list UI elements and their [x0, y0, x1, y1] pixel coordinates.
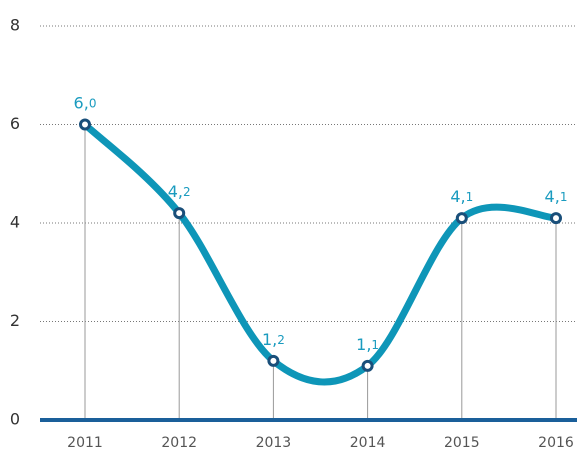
x-tick-label: 2011 — [67, 435, 103, 451]
y-tick-label: 8 — [10, 16, 20, 35]
y-tick-label: 4 — [10, 213, 20, 232]
x-tick-label: 2012 — [161, 435, 197, 451]
data-label: 1,1 — [356, 334, 379, 353]
point — [267, 354, 280, 367]
data-label: 4,2 — [168, 182, 191, 201]
point — [79, 118, 91, 131]
point — [550, 212, 562, 225]
data-label: 4,1 — [450, 187, 473, 206]
data-label: 1,2 — [262, 329, 285, 348]
point — [173, 207, 186, 220]
x-tick-label: 2015 — [444, 435, 480, 451]
x-tick-label: 2013 — [256, 435, 292, 451]
y-tick-label: 6 — [10, 114, 20, 133]
point — [455, 212, 468, 225]
x-tick-label: 2014 — [350, 435, 386, 451]
y-tick-label: 2 — [10, 311, 20, 330]
y-tick-label: 0 — [10, 410, 20, 429]
data-label: 6,0 — [74, 93, 97, 112]
line — [81, 121, 560, 386]
point — [361, 359, 374, 372]
x-tick-label: 2016 — [538, 435, 574, 451]
data-label: 4,1 — [545, 187, 568, 206]
